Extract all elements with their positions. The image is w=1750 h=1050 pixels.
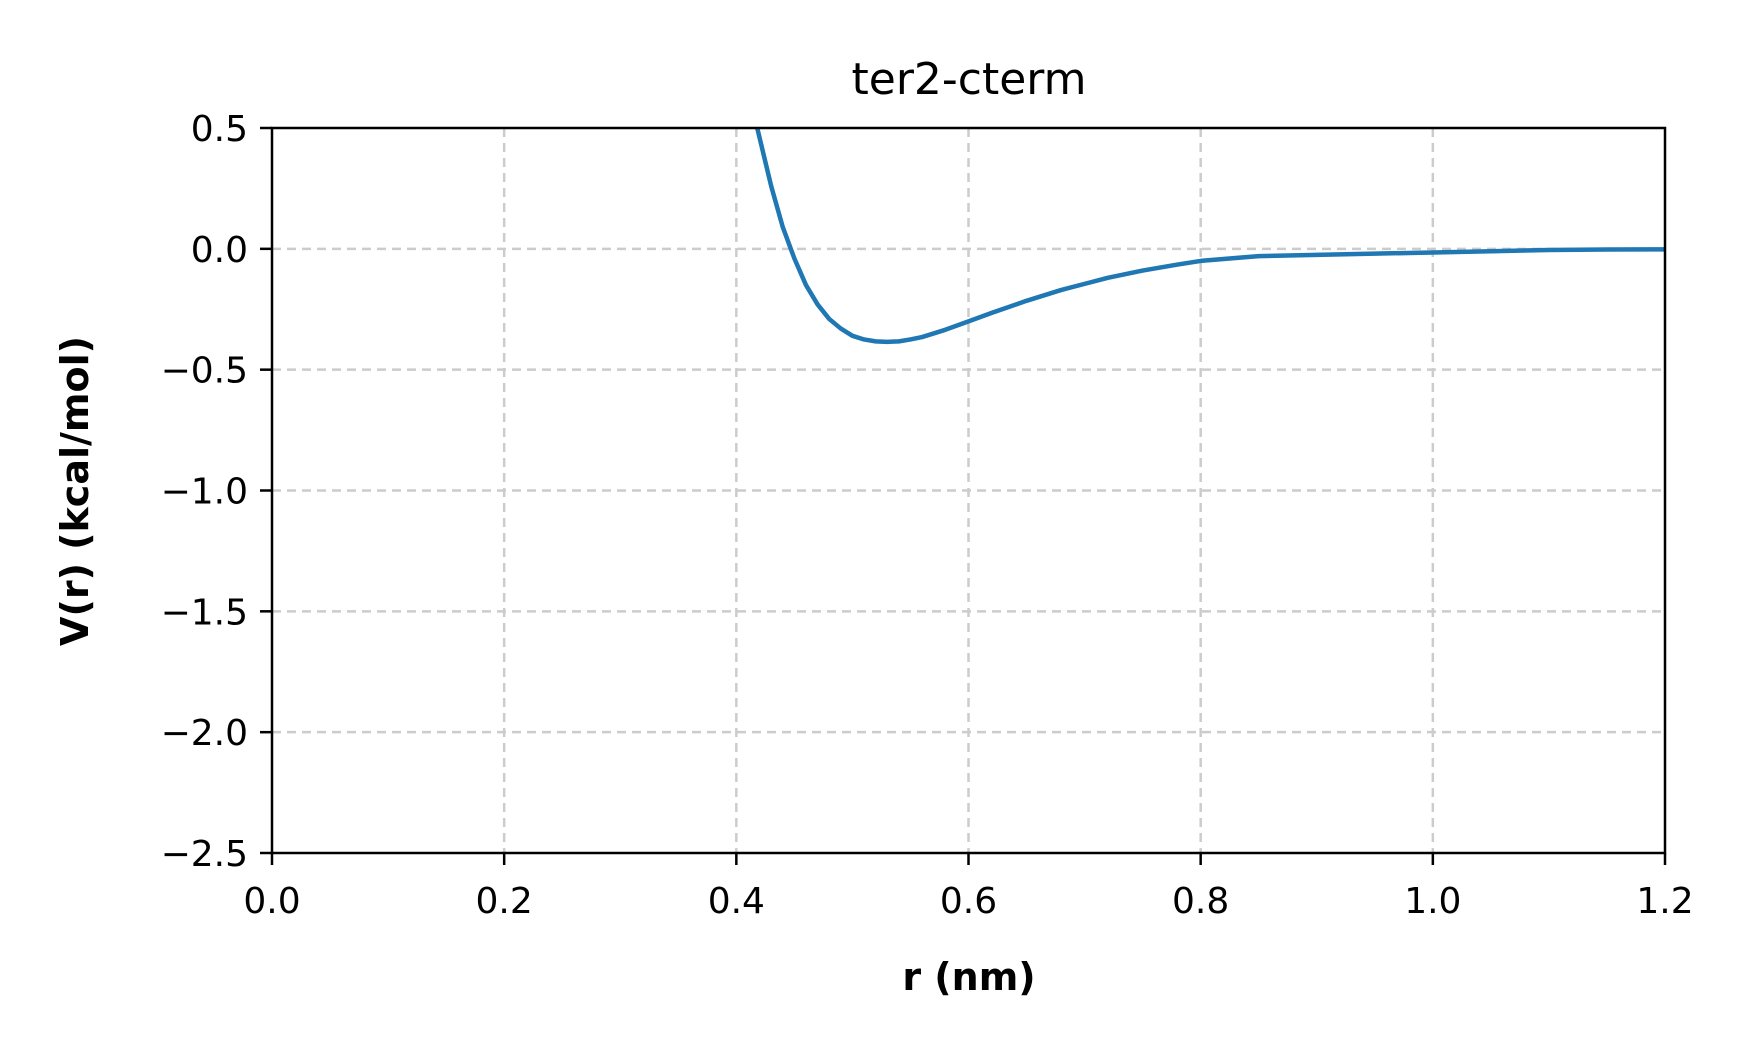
y-tick-label: 0.0 bbox=[191, 230, 248, 271]
x-tick-label: 1.2 bbox=[1636, 881, 1693, 922]
y-axis-label: V(r) (kcal/mol) bbox=[53, 336, 97, 646]
series-line bbox=[755, 128, 1665, 345]
x-tick-label: 0.4 bbox=[708, 881, 765, 922]
y-tick-label: −0.5 bbox=[161, 351, 248, 392]
x-tick-label: 0.8 bbox=[1172, 881, 1229, 922]
y-tick-label: −2.0 bbox=[161, 713, 248, 754]
y-tick-label: −1.5 bbox=[161, 592, 248, 633]
y-tick-label: −2.5 bbox=[161, 834, 248, 875]
y-tick-label: −1.0 bbox=[161, 472, 248, 513]
chart-title: ter2-cterm bbox=[852, 54, 1087, 105]
x-tick-label: 0.0 bbox=[243, 881, 300, 922]
x-tick-label: 0.2 bbox=[476, 881, 533, 922]
y-tick-label: 0.5 bbox=[191, 109, 248, 150]
x-axis-label: r (nm) bbox=[902, 955, 1035, 999]
plot-area: 0.0 0.2 0.4 0.6 0.8 1.0 1.2 0.5 0.0 −0.5 −1.0 −1.5 −… bbox=[161, 109, 1694, 922]
x-tick-label: 0.6 bbox=[940, 881, 997, 922]
x-tick-label: 1.0 bbox=[1404, 881, 1461, 922]
